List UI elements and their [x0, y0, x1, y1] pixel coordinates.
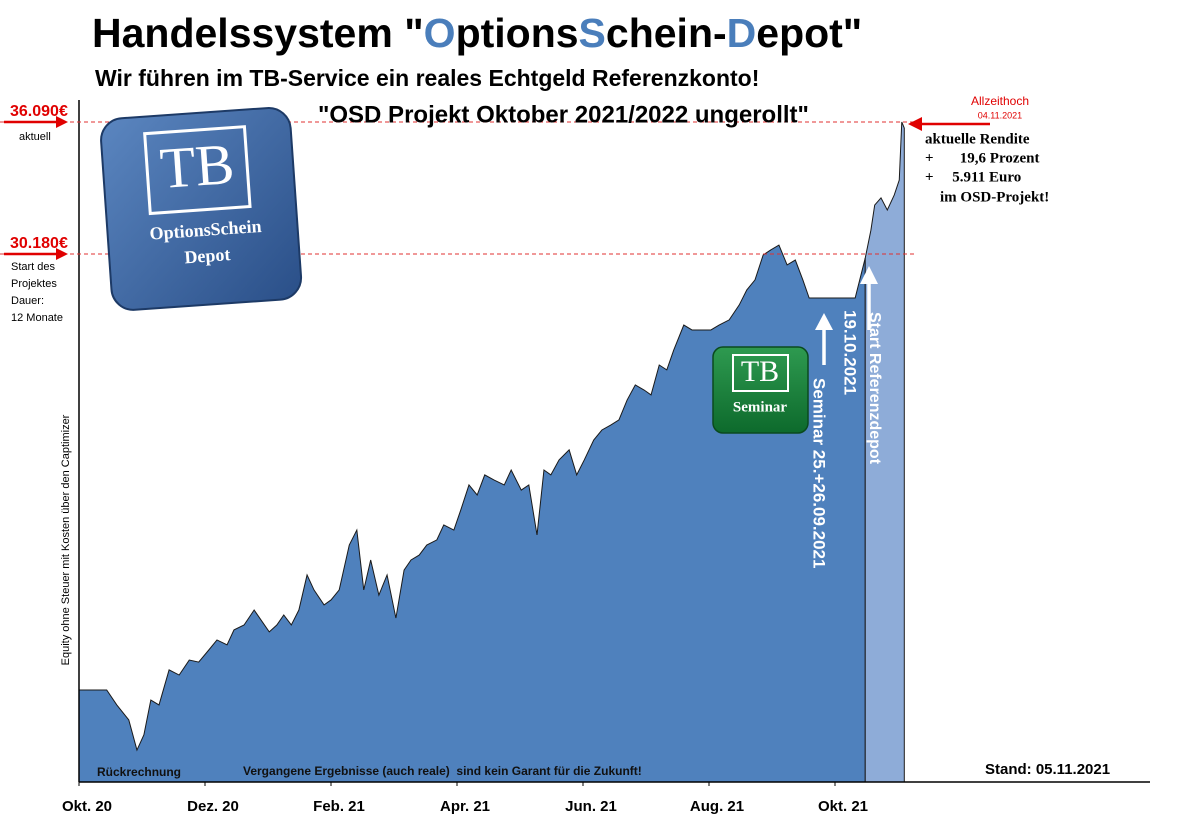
x-tick-label: Okt. 20	[62, 798, 112, 815]
reference-note: Projektes	[11, 278, 57, 290]
logo-osd: TB OptionsSchein Depot	[100, 107, 303, 311]
annotation: 04.11.2021	[978, 110, 1022, 120]
arrow-head	[56, 116, 68, 128]
logo-frame	[732, 354, 789, 392]
subtitle: Wir führen im TB-Service ein reales Echt…	[95, 65, 759, 91]
area-outline	[864, 121, 905, 259]
subtitle: "OSD Projekt Oktober 2021/2022 ungerollt…	[318, 101, 809, 128]
annotation: Start Referenzdepot	[866, 312, 883, 465]
title-part: D	[727, 10, 757, 56]
area	[79, 245, 866, 783]
arrow-head	[56, 248, 68, 260]
logo-seminar: TB Seminar	[712, 346, 809, 434]
title-part: S	[579, 10, 606, 56]
reference-note: aktuell	[19, 131, 51, 143]
annotation: + 5.911 Euro	[925, 169, 1021, 185]
title-part: O	[424, 10, 456, 56]
arrow	[908, 117, 990, 131]
reference-note: Start des	[11, 261, 56, 273]
series-label: Rückrechnung	[97, 765, 181, 779]
logo-frame	[143, 125, 252, 216]
chart-title: Handelssystem "OptionsSchein-Depot"	[92, 10, 862, 56]
arrow-head	[815, 313, 833, 330]
logo-text: Depot	[184, 244, 231, 267]
arrow-head	[860, 266, 878, 284]
annotation: + 19,6 Prozent	[925, 150, 1040, 166]
x-tick-label: Apr. 21	[440, 798, 490, 815]
title-part: epot"	[756, 10, 862, 56]
title-part: ptions	[456, 10, 579, 56]
arrow-head	[908, 117, 922, 131]
title-part: chein-	[606, 10, 727, 56]
area	[865, 122, 905, 782]
x-tick-label: Dez. 20	[187, 798, 239, 815]
reference-note: Dauer:	[11, 295, 44, 307]
x-tick-label: Okt. 21	[818, 798, 868, 815]
logo-text: TB	[158, 131, 236, 201]
area-outline	[79, 244, 866, 752]
logo-text: TB	[741, 355, 779, 388]
annotation: Allzeithoch	[971, 94, 1029, 108]
plot	[0, 100, 1150, 786]
x-tick-label: Aug. 21	[690, 798, 744, 815]
y-axis-label: Equity ohne Steuer mit Kosten über den C…	[60, 414, 72, 665]
annotation: aktuelle Rendite	[925, 131, 1030, 147]
logo-text: Seminar	[733, 399, 788, 415]
title-part: Handelssystem "	[92, 10, 424, 56]
annotation: Seminar 25.+26.09.2021	[810, 378, 829, 568]
disclaimer: Vergangene Ergebnisse (auch reale) sind …	[243, 764, 642, 778]
x-tick-label: Jun. 21	[565, 798, 617, 815]
annotation: im OSD-Projekt!	[940, 189, 1049, 205]
stand: Stand: 05.11.2021	[985, 761, 1110, 778]
x-tick-label: Feb. 21	[313, 798, 365, 815]
arrow	[815, 266, 878, 365]
annotation: 19.10.2021	[841, 310, 860, 395]
reference-label: 30.180€	[10, 235, 68, 252]
reference-note: 12 Monate	[11, 312, 63, 324]
reference-label: 36.090€	[10, 103, 68, 120]
